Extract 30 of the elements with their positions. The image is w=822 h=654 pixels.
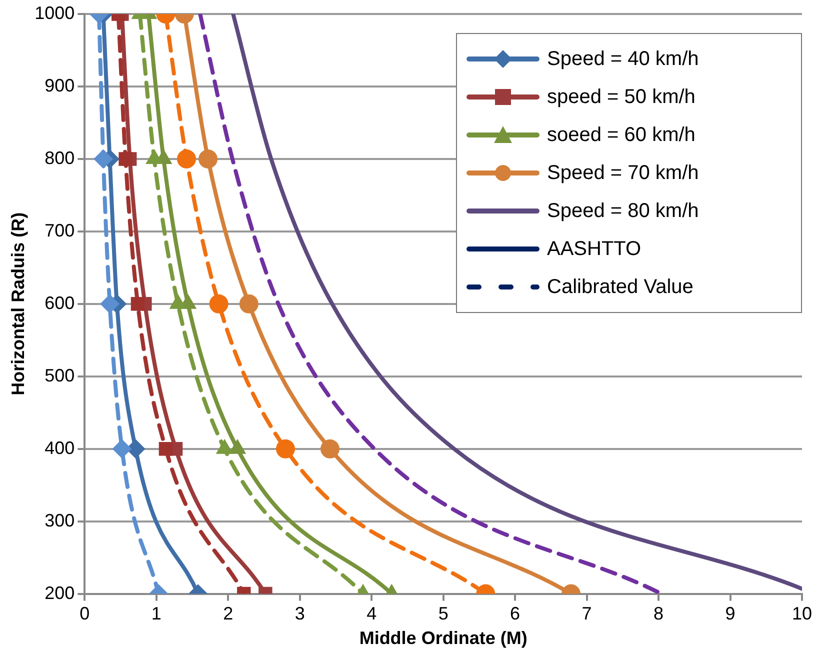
- legend-label: AASHTTO: [547, 238, 642, 260]
- y-tick-label: 200: [44, 582, 75, 603]
- x-tick-label: 5: [438, 604, 448, 624]
- legend-label: Speed = 40 km/h: [547, 48, 699, 70]
- legend-label: Speed = 70 km/h: [547, 162, 699, 184]
- x-tick-label: 9: [725, 604, 736, 624]
- y-tick-label: 900: [44, 75, 75, 96]
- x-tick-label: 4: [366, 604, 377, 624]
- x-tick-label: 10: [792, 604, 812, 624]
- x-tick-label: 2: [223, 604, 234, 624]
- x-tick-label: 3: [294, 604, 305, 624]
- legend-label: Speed = 80 km/h: [547, 200, 699, 222]
- legend-label: Calibrated Value: [547, 276, 694, 298]
- x-tick-label: 0: [80, 604, 90, 624]
- y-tick-label: 1000: [34, 2, 75, 23]
- legend-label: speed = 50 km/h: [547, 86, 696, 108]
- x-tick-label: 1: [151, 604, 162, 624]
- x-tick-label: 7: [582, 604, 592, 624]
- y-tick-label: 600: [44, 292, 75, 313]
- y-axis-title: Horizontal Raduis (R): [8, 212, 28, 396]
- y-tick-label: 700: [44, 220, 75, 240]
- legend-label: soeed = 60 km/h: [547, 124, 696, 146]
- x-tick-label: 8: [654, 604, 664, 624]
- y-tick-label: 500: [44, 365, 75, 386]
- y-tick-label: 300: [44, 510, 75, 530]
- x-axis-title: Middle Ordinate (M): [359, 628, 528, 648]
- line-series: [231, 14, 802, 591]
- y-tick-label: 800: [44, 148, 75, 168]
- x-tick-label: 6: [510, 604, 520, 624]
- y-tick-label: 400: [44, 438, 75, 458]
